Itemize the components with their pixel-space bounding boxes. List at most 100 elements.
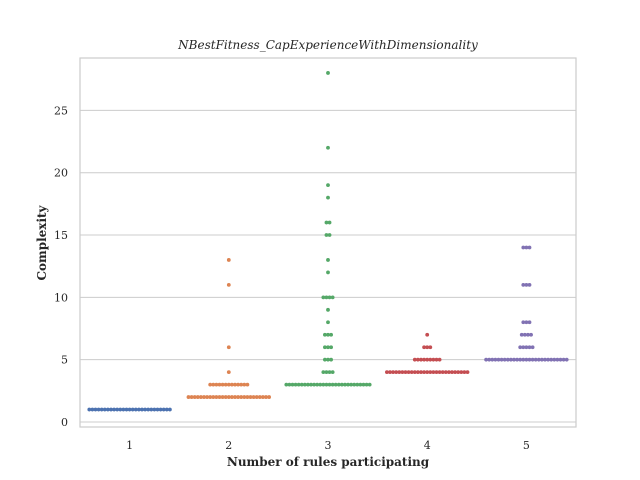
data-point [214, 395, 219, 399]
data-point [329, 357, 333, 362]
data-point [242, 395, 247, 399]
data-point [450, 370, 454, 375]
data-point [326, 183, 330, 188]
data-point [149, 407, 154, 412]
data-point [529, 332, 533, 337]
data-point [409, 370, 414, 375]
x-axis-label: Number of rules participating [227, 455, 430, 469]
data-point [419, 370, 423, 375]
data-point [515, 357, 519, 362]
data-point [527, 357, 532, 362]
data-point [327, 220, 332, 225]
data-point [403, 370, 408, 375]
data-point [326, 307, 330, 312]
data-point [226, 258, 231, 262]
y-axis-label: Complexity [35, 204, 49, 280]
data-point [524, 357, 529, 362]
x-tick-label: 5 [523, 439, 530, 452]
data-point [425, 370, 430, 375]
data-point [168, 407, 172, 412]
data-point [264, 395, 268, 399]
data-point [465, 370, 470, 375]
data-point [462, 370, 467, 375]
data-point [326, 145, 330, 150]
data-point [326, 345, 330, 350]
data-point [226, 370, 231, 375]
data-point [536, 357, 541, 362]
data-point [349, 382, 354, 387]
data-point [293, 382, 298, 387]
data-point [343, 382, 347, 387]
data-point [161, 407, 166, 412]
data-point [428, 345, 433, 350]
data-point [323, 345, 327, 350]
y-tick-label: 0 [61, 416, 68, 429]
data-point [96, 407, 101, 412]
data-point [434, 357, 439, 362]
data-point [226, 395, 231, 399]
data-point [223, 382, 228, 387]
data-point [437, 370, 442, 375]
data-point [431, 357, 436, 362]
data-point [527, 345, 532, 350]
data-point [518, 345, 523, 350]
data-point [164, 407, 169, 412]
y-tick-label: 10 [54, 291, 68, 304]
data-point [524, 245, 529, 250]
data-point [326, 332, 330, 337]
data-point [152, 407, 157, 412]
data-point [443, 370, 448, 375]
data-point [189, 395, 194, 399]
data-point [326, 320, 330, 325]
data-point [112, 407, 116, 412]
data-point [208, 382, 213, 387]
data-point [220, 395, 225, 399]
data-point [309, 382, 313, 387]
data-point [158, 407, 163, 412]
grid-lines [80, 109, 576, 423]
data-point [192, 395, 197, 399]
data-point [87, 407, 92, 412]
data-point [326, 270, 330, 275]
data-point [428, 370, 433, 375]
data-point [324, 295, 329, 300]
data-point [137, 407, 141, 412]
data-point [412, 370, 417, 375]
data-point [352, 382, 357, 387]
data-point [422, 345, 426, 350]
data-point [257, 395, 262, 399]
data-point [530, 357, 535, 362]
data-point [106, 407, 110, 412]
data-point [299, 382, 304, 387]
data-point [406, 370, 411, 375]
data-point [223, 395, 228, 399]
data-points [87, 71, 569, 412]
data-point [195, 395, 200, 399]
data-point [509, 357, 513, 362]
data-point [527, 282, 532, 287]
data-point [524, 345, 529, 350]
x-tick-label: 3 [325, 439, 332, 452]
chart-title: NBestFitness_CapExperienceWithDimensiona… [177, 38, 478, 52]
data-point [230, 382, 234, 387]
data-point [248, 395, 253, 399]
data-point [217, 395, 222, 399]
data-point [326, 357, 330, 362]
data-point [226, 345, 231, 350]
data-point [296, 382, 301, 387]
data-point [440, 370, 445, 375]
y-tick-labels: 0 5 10 15 20 25 [54, 104, 68, 429]
data-point [521, 320, 526, 325]
data-point [524, 282, 529, 287]
data-point [326, 195, 330, 200]
data-point [186, 395, 191, 399]
data-point [487, 357, 492, 362]
data-point [552, 357, 557, 362]
data-point [419, 357, 423, 362]
y-tick-label: 25 [54, 104, 68, 117]
data-point [327, 295, 332, 300]
data-point [208, 395, 213, 399]
x-tick-label: 1 [126, 439, 133, 452]
data-point [312, 382, 317, 387]
